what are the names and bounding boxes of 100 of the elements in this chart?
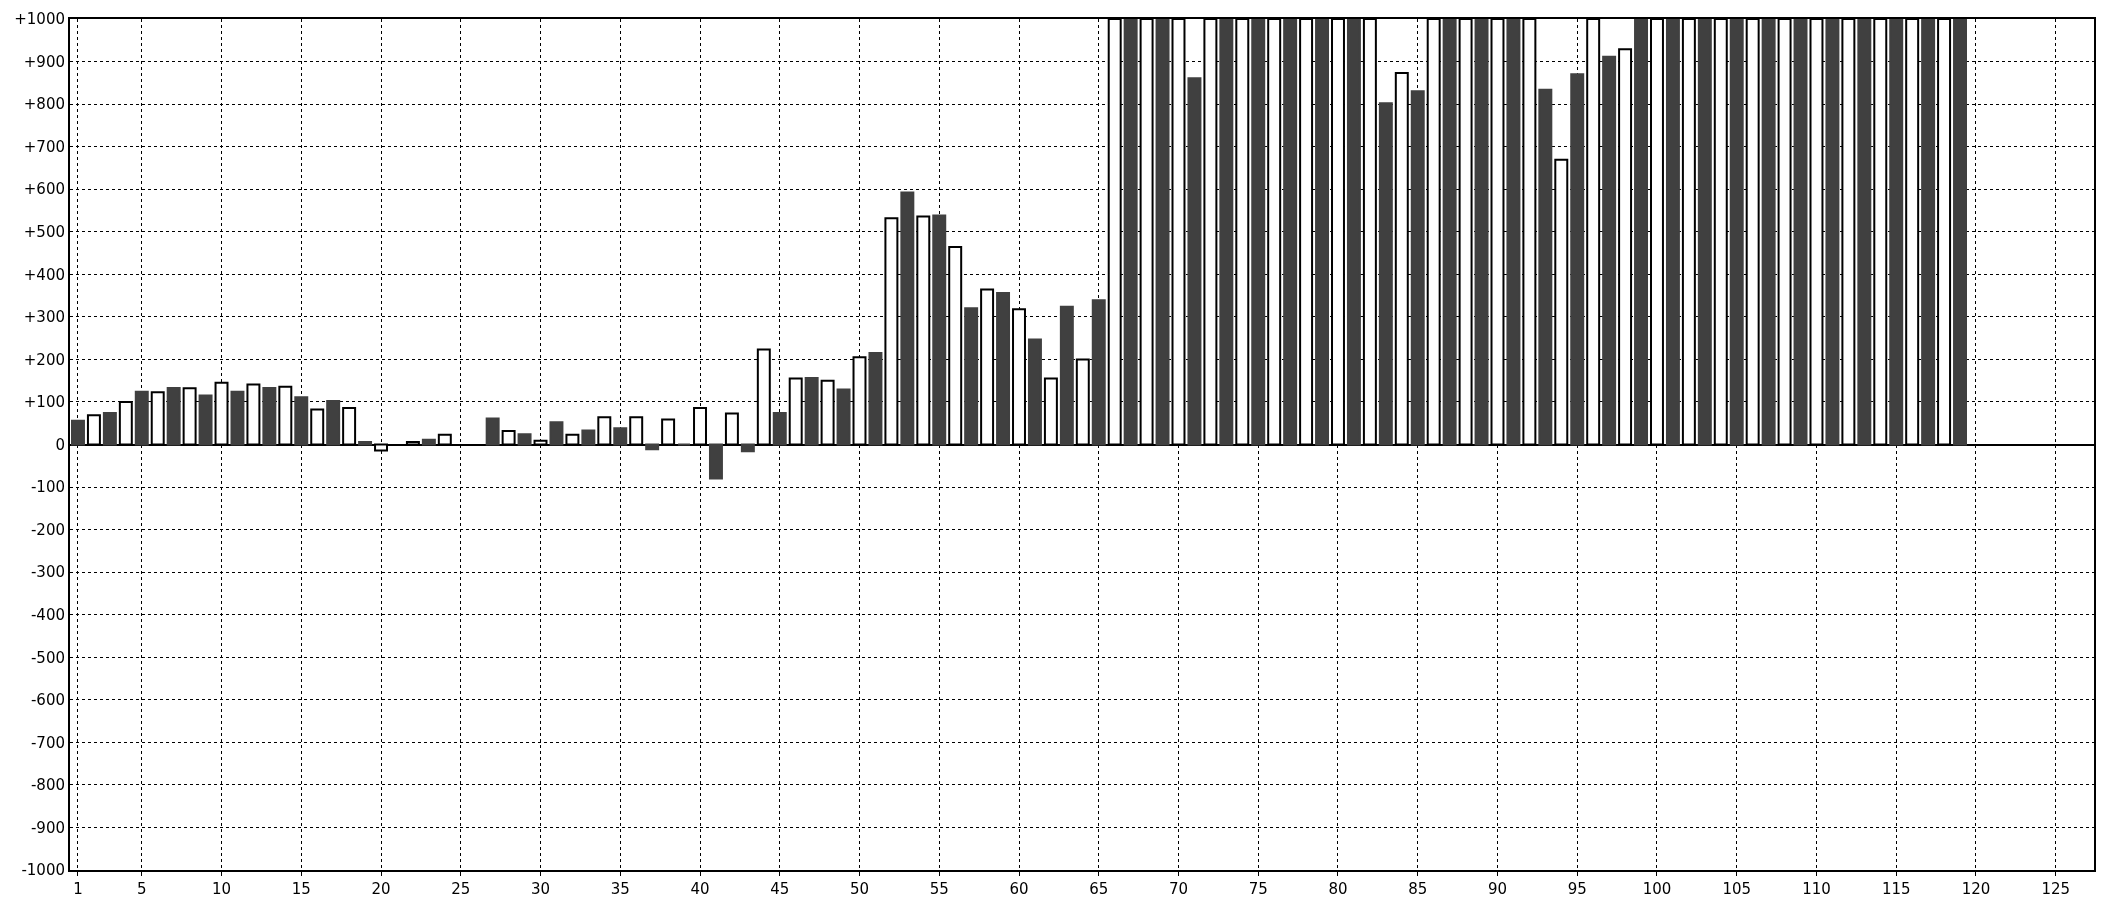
bar: [1059, 305, 1074, 446]
x-tick-label: 55: [929, 880, 949, 898]
y-tick-label: -800: [30, 776, 65, 795]
bar: [517, 433, 532, 446]
bar: [1921, 19, 1936, 446]
bar: [1123, 19, 1138, 446]
bar: [1219, 19, 1234, 446]
x-tick-label: 115: [1881, 880, 1911, 898]
bar: [581, 429, 596, 446]
x-tick-label: 125: [2041, 880, 2071, 898]
bar: [1665, 19, 1680, 446]
y-tick-label: -300: [30, 563, 65, 582]
x-tick-label: 85: [1408, 880, 1428, 898]
bar: [230, 390, 245, 446]
bar: [613, 427, 628, 446]
bar: [1442, 19, 1457, 446]
bar: [1410, 90, 1425, 446]
bar: [326, 400, 341, 446]
bar: [1953, 19, 1967, 446]
bar: [421, 438, 436, 446]
bar: [1857, 19, 1872, 446]
bar: [102, 412, 117, 446]
bar: [996, 292, 1011, 446]
bar: [1761, 19, 1776, 446]
y-tick-label: +800: [23, 95, 65, 114]
x-tick-label: 120: [1961, 880, 1991, 898]
x-tick-label: 20: [371, 880, 391, 898]
x-tick-label: 90: [1487, 880, 1508, 898]
x-tick-label: 15: [291, 880, 311, 898]
y-tick-label: +900: [23, 52, 65, 71]
y-tick-label: -200: [30, 520, 65, 539]
y-tick-label: 0: [55, 435, 65, 454]
bar: [1506, 19, 1521, 446]
bar: [804, 377, 819, 446]
bar: [772, 412, 787, 446]
bar: [1378, 102, 1393, 446]
y-tick-label: +100: [23, 393, 65, 412]
bar: [1602, 55, 1617, 446]
y-tick-label: -900: [30, 818, 65, 837]
x-tick-label: 35: [610, 880, 630, 898]
x-tick-label: 5: [137, 880, 147, 898]
bar: [1729, 19, 1744, 446]
bar: [198, 394, 213, 446]
y-tick-label: -1000: [21, 861, 65, 880]
x-tick-label: 25: [451, 880, 471, 898]
bar: [485, 417, 500, 446]
y-tick-label: +200: [23, 350, 65, 369]
y-tick-label: -400: [30, 605, 65, 624]
x-tick-label: 45: [770, 880, 790, 898]
y-tick-label: +500: [23, 223, 65, 241]
x-tick-label: 95: [1567, 880, 1587, 898]
x-tick-label: 75: [1248, 880, 1268, 898]
y-tick-label: +300: [23, 308, 65, 327]
bar: [1697, 19, 1712, 446]
bar: [1346, 19, 1361, 446]
bar: [1889, 19, 1904, 446]
bar: [964, 307, 979, 446]
bar: [549, 421, 564, 446]
x-tick-label: 70: [1168, 880, 1189, 898]
bar: [1155, 19, 1170, 446]
bar: [358, 440, 373, 446]
bar: [836, 388, 851, 446]
bar: [868, 352, 883, 446]
bar: [134, 390, 149, 446]
x-tick-label: 30: [530, 880, 551, 898]
y-tick-label: -600: [30, 691, 65, 710]
bar: [1091, 299, 1106, 446]
y-tick-label: +400: [23, 265, 65, 284]
y-tick-label: +600: [23, 180, 65, 199]
bar: [1283, 19, 1298, 446]
bar: [1570, 73, 1585, 446]
x-tick-label: 60: [1009, 880, 1029, 898]
bar: [70, 419, 85, 446]
y-tick-label: +1000: [14, 10, 65, 29]
bar: [1538, 88, 1553, 446]
bar: [1027, 338, 1042, 446]
bar: [1187, 77, 1202, 446]
bar: [932, 214, 947, 446]
bar: [708, 443, 723, 480]
bar: [166, 386, 181, 446]
y-tick-label: -700: [30, 733, 65, 752]
bar: [262, 386, 277, 446]
y-tick-label: -500: [30, 648, 65, 667]
x-tick-label: 1: [73, 880, 83, 898]
bar: [740, 443, 755, 453]
bar: [1315, 19, 1330, 446]
x-tick-label: 50: [849, 880, 870, 898]
bar: [1825, 19, 1840, 446]
y-tick-label: -100: [30, 478, 65, 497]
x-tick-label: 105: [1722, 880, 1752, 898]
bar: [900, 191, 915, 446]
y-tick-label: +700: [23, 137, 65, 156]
x-tick-label: 10: [211, 880, 232, 898]
x-tick-label: 65: [1089, 880, 1109, 898]
x-tick-label: 40: [690, 880, 710, 898]
bar: [1474, 19, 1489, 446]
x-tick-label: 110: [1802, 880, 1831, 898]
bar: [294, 396, 309, 446]
bar: [1634, 19, 1649, 446]
bar: [1251, 19, 1266, 446]
